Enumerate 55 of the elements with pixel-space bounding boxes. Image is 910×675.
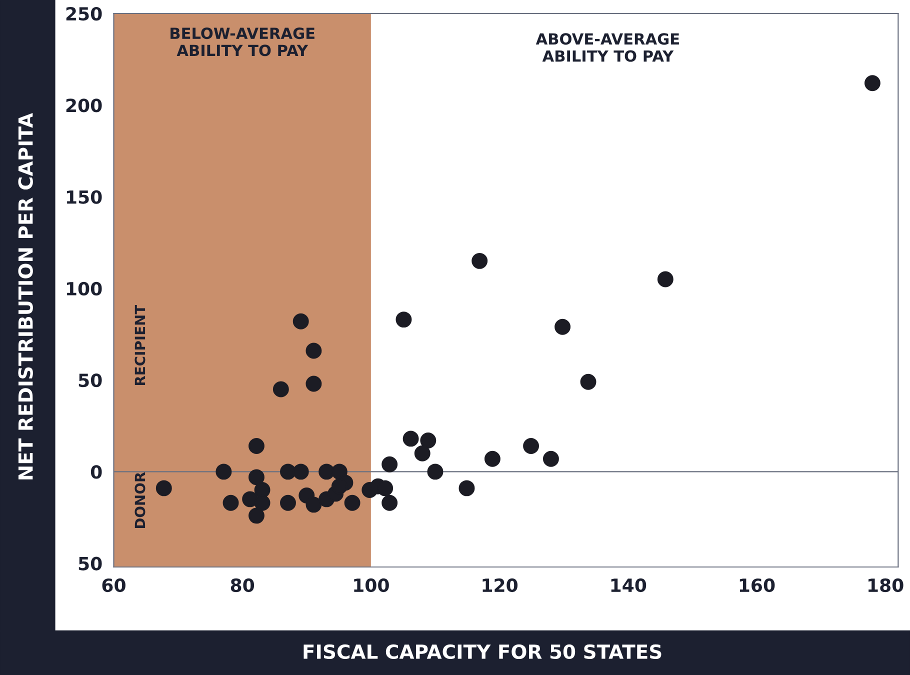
point <box>427 464 444 480</box>
y-tick-label: 200 <box>66 98 102 112</box>
annotation: DONOR <box>134 472 146 528</box>
y-axis-title: NET REDISTRIBUTION PER CAPITA <box>18 112 33 480</box>
point <box>484 450 500 467</box>
point <box>472 252 488 269</box>
x-tick-label: 100 <box>354 578 389 592</box>
point <box>242 491 258 508</box>
annotation: RECIPIENT <box>134 304 146 386</box>
point <box>216 464 232 480</box>
y-tick-label: 0 <box>90 465 102 479</box>
annotation: ABOVE-AVERAGE ABILITY TO PAY <box>536 33 679 62</box>
x-tick-label: 160 <box>740 578 775 592</box>
point <box>414 445 430 462</box>
point <box>292 313 309 330</box>
x-tick-label: 140 <box>611 578 646 592</box>
point <box>396 312 412 328</box>
point <box>344 494 360 511</box>
point <box>554 318 571 335</box>
point <box>222 494 239 511</box>
point <box>306 342 322 359</box>
point <box>523 438 540 454</box>
point <box>280 464 296 480</box>
y-tick-label: 50 <box>78 556 102 570</box>
y-tick-label: 100 <box>66 282 102 296</box>
point <box>306 376 322 392</box>
point <box>382 494 398 511</box>
x-tick-label: 80 <box>230 578 254 592</box>
point <box>248 438 264 454</box>
point <box>248 508 264 524</box>
x-tick-label: 60 <box>102 578 126 592</box>
point <box>318 464 335 480</box>
point <box>292 464 309 480</box>
x-axis-title: FISCAL CAPACITY FOR 50 STATES <box>304 644 662 660</box>
band-label: BELOW-AVERAGE ABILITY TO PAY <box>170 28 314 56</box>
point <box>280 494 296 511</box>
x-tick-label: 180 <box>868 578 904 592</box>
point <box>402 430 419 447</box>
point <box>580 374 596 390</box>
y-tick-label: 250 <box>66 6 102 21</box>
point <box>306 496 322 513</box>
y-tick-label: 150 <box>66 190 102 204</box>
point <box>864 75 880 92</box>
point <box>657 271 674 288</box>
x-tick-label: 120 <box>482 578 518 592</box>
point <box>542 450 559 467</box>
point <box>272 381 289 398</box>
y-tick-label: 50 <box>78 374 102 388</box>
point <box>420 432 436 449</box>
point <box>254 494 270 511</box>
point <box>156 480 172 496</box>
point <box>458 480 475 496</box>
point <box>331 478 348 494</box>
point <box>248 469 264 486</box>
point <box>382 456 398 472</box>
